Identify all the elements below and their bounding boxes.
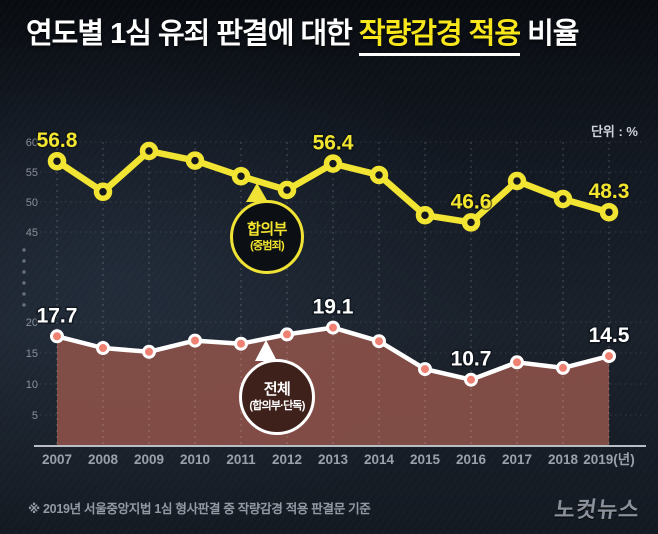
panel-data-point xyxy=(47,151,67,171)
source-footnote: ※ 2019년 서울중앙지법 1심 형사판결 중 작량감경 적용 판결문 기준 xyxy=(28,502,371,516)
y-axis-tick-label: 10 xyxy=(26,379,38,391)
unit-label: 단위 : % xyxy=(590,124,638,139)
x-axis-year-label: 2016 xyxy=(456,452,487,467)
axis-break-dot xyxy=(22,303,26,307)
x-axis-year-label: 2010 xyxy=(180,452,210,467)
title-prefix: 연도별 1심 유죄 판결에 대한 xyxy=(26,18,359,50)
panel-data-point xyxy=(461,213,481,232)
value-label: 19.1 xyxy=(313,296,354,319)
total-data-point xyxy=(142,344,156,359)
total-data-point xyxy=(418,362,432,377)
y-axis-tick-label: 45 xyxy=(26,227,38,239)
value-label: 46.6 xyxy=(451,190,492,213)
total-data-point xyxy=(96,341,110,355)
axis-break-dot xyxy=(22,292,26,296)
value-label: 56.8 xyxy=(37,129,78,152)
panel-data-point xyxy=(415,205,435,225)
x-axis-year-label: 2015 xyxy=(410,452,441,467)
panel-data-point xyxy=(185,151,205,170)
x-axis-year-label: 2009 xyxy=(134,452,164,467)
value-label: 56.4 xyxy=(313,132,354,155)
x-axis-labels: 2007 2008 2009 2010 2011 2012 2013 2014 2015 2016… xyxy=(42,452,635,467)
x-axis-year-label: 2014 xyxy=(364,452,395,467)
y-axis-tick-label: 5 xyxy=(32,410,38,422)
series-points xyxy=(47,141,619,387)
x-axis-year-label: 2012 xyxy=(272,452,302,467)
y-axis-tick-label: 20 xyxy=(26,317,38,329)
total-data-point xyxy=(234,336,248,351)
panel-data-point xyxy=(323,154,343,173)
nocutnews-logo: 노컷뉴스 xyxy=(553,497,642,522)
x-axis-year-label: 2008 xyxy=(88,452,119,467)
callout-panel-title: 합의부 xyxy=(247,220,287,238)
x-axis-year-label: 2011 xyxy=(226,452,256,467)
value-label: 10.7 xyxy=(451,348,492,371)
callout-total-title: 전체 xyxy=(263,380,291,398)
v-gridlines xyxy=(56,142,610,446)
value-label: 17.7 xyxy=(37,304,78,327)
panel-data-point xyxy=(599,202,619,222)
x-axis-year-label: 2019(년) xyxy=(583,452,634,467)
panel-data-point xyxy=(507,171,527,191)
total-data-point xyxy=(188,333,202,348)
panel-data-point xyxy=(93,182,113,202)
page-title: 연도별 1심 유죄 판결에 대한 작량감경 적용 비율 xyxy=(26,16,646,56)
title-suffix: 비율 xyxy=(520,18,579,50)
panel-data-point xyxy=(139,141,159,161)
value-label: 14.5 xyxy=(589,324,630,347)
area-series xyxy=(57,327,609,446)
total-data-point xyxy=(326,320,340,335)
callout-pointer-total xyxy=(255,340,277,361)
y-axis-labels: 60 55 50 45 20 15 10 5 xyxy=(26,137,38,422)
total-data-point xyxy=(280,327,294,342)
panel-data-point xyxy=(277,180,297,200)
y-axis-tick-label: 15 xyxy=(26,348,38,360)
y-axis-tick-label: 50 xyxy=(26,197,38,209)
axis-break-dot xyxy=(22,270,26,274)
x-axis-year-label: 2013 xyxy=(318,452,349,467)
axis-break-dot xyxy=(22,259,26,263)
total-data-point xyxy=(372,334,386,349)
total-data-point xyxy=(556,360,570,375)
total-data-point xyxy=(464,372,478,387)
callout-total: 전체 (합의부·단독) xyxy=(239,359,315,435)
axis-break-dots xyxy=(22,248,26,307)
total-data-point xyxy=(510,355,524,370)
title-highlight: 작량감경 적용 xyxy=(358,18,521,56)
value-labels: 56.8 56.4 46.6 48.3 17.7 19.1 10.7 14.5 xyxy=(35,128,631,373)
y-axis-tick-label: 55 xyxy=(26,167,38,179)
x-axis-year-label: 2018 xyxy=(548,452,579,467)
panel-data-point xyxy=(369,165,389,185)
callout-panel-subtitle: (중범죄) xyxy=(250,239,284,252)
callout-total-subtitle: (합의부·단독) xyxy=(249,399,305,412)
callout-panel-court: 합의부 (중범죄) xyxy=(230,200,304,274)
panel-data-point xyxy=(231,166,251,186)
value-label: 48.3 xyxy=(589,180,630,203)
x-axis-year-label: 2007 xyxy=(42,452,72,467)
y-axis-tick-label: 60 xyxy=(26,137,38,149)
axis-break-dot xyxy=(22,281,26,285)
x-axis-year-label: 2017 xyxy=(502,452,532,467)
total-area-fill xyxy=(57,327,609,446)
total-data-point xyxy=(50,329,64,344)
axis-break-dot xyxy=(22,248,26,252)
callout-pointer-panel xyxy=(246,183,268,202)
panel-data-point xyxy=(553,189,573,209)
total-data-point xyxy=(602,349,616,364)
